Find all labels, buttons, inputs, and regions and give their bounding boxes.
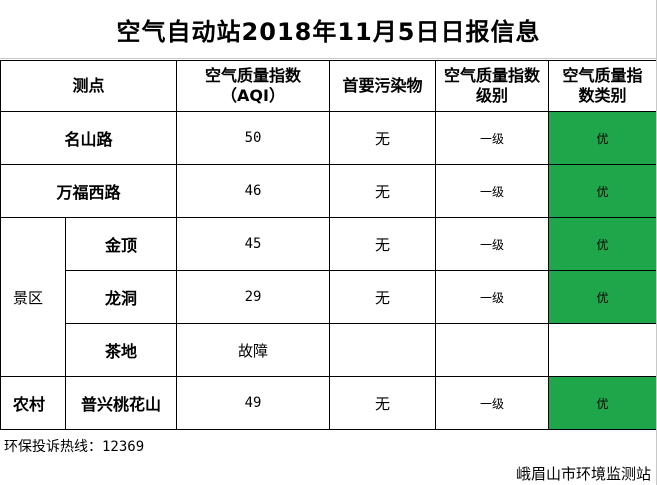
header-level-line2: 级别: [476, 86, 509, 105]
site-name: 普兴桃花山: [64, 376, 178, 430]
header-aqi-line2: （AQI）: [221, 86, 285, 105]
title-divider: [0, 58, 657, 59]
aqi-category: 优: [548, 376, 657, 430]
aqi-level: 一级: [435, 217, 550, 271]
report-title: 空气自动站2018年11月5日日报信息: [116, 17, 541, 46]
aqi-category: [548, 323, 657, 377]
table-row: 景区 金顶 45 无 一级 优: [0, 217, 657, 377]
header-category-line2: 数类别: [578, 86, 627, 105]
header-level: 空气质量指数 级别: [435, 60, 550, 112]
aqi-value: 45: [176, 217, 331, 271]
aqi-level: 一级: [435, 376, 550, 430]
primary-pollutant: 无: [329, 376, 437, 430]
aqi-category: 优: [548, 111, 657, 165]
hotline-number: 12369: [102, 439, 145, 455]
header-aqi: 空气质量指数 （AQI）: [176, 60, 331, 112]
site-name: 龙洞: [64, 270, 178, 324]
primary-pollutant: 无: [329, 111, 437, 165]
site-name: 万福西路: [0, 164, 178, 218]
group-label: 农村: [0, 376, 66, 430]
header-pollutant: 首要污染物: [329, 60, 437, 112]
issuer: 峨眉山市环境监测站: [515, 465, 651, 483]
aqi-value: 46: [176, 164, 331, 218]
header-category-line1: 空气质量指: [562, 66, 643, 85]
table-row: 茶地 故障: [1, 323, 657, 377]
table-row: 名山路 50 无 一级 优: [0, 111, 657, 165]
header-point: 测点: [0, 60, 178, 112]
hotline-label: 环保投诉热线：: [4, 439, 102, 455]
aqi-value: 50: [176, 111, 331, 165]
primary-pollutant: 无: [329, 164, 437, 218]
header-category: 空气质量指 数类别: [548, 60, 657, 112]
aqi-level: 一级: [435, 164, 550, 218]
aqi-value: 故障: [176, 323, 331, 377]
primary-pollutant: 无: [329, 217, 437, 271]
primary-pollutant: 无: [329, 270, 437, 324]
site-name: 茶地: [64, 323, 178, 377]
aqi-level: 一级: [435, 270, 550, 324]
site-name: 金顶: [64, 217, 178, 271]
aqi-category: 优: [548, 270, 657, 324]
site-name: 名山路: [0, 111, 178, 165]
table-row: 龙洞 29 无 一级 优: [1, 270, 657, 324]
table-row: 农村 普兴桃花山 49 无 一级 优: [0, 376, 657, 430]
aqi-value: 29: [176, 270, 331, 324]
air-quality-table: 测点 空气质量指数 （AQI） 首要污染物 空气质量指数 级别 空气质量指 数类…: [0, 60, 657, 430]
aqi-level: 一级: [435, 111, 550, 165]
aqi-category: 优: [548, 164, 657, 218]
header-level-line1: 空气质量指数: [444, 66, 541, 85]
aqi-level: [435, 323, 550, 377]
primary-pollutant: [329, 323, 437, 377]
group-label: 景区: [0, 217, 66, 377]
aqi-category: 优: [548, 217, 657, 271]
table-row: 万福西路 46 无 一级 优: [0, 164, 657, 218]
aqi-value: 49: [176, 376, 331, 430]
header-aqi-line1: 空气质量指数: [205, 66, 302, 85]
header-row: 测点 空气质量指数 （AQI） 首要污染物 空气质量指数 级别 空气质量指 数类…: [0, 60, 657, 112]
hotline: 环保投诉热线：12369: [4, 436, 144, 456]
